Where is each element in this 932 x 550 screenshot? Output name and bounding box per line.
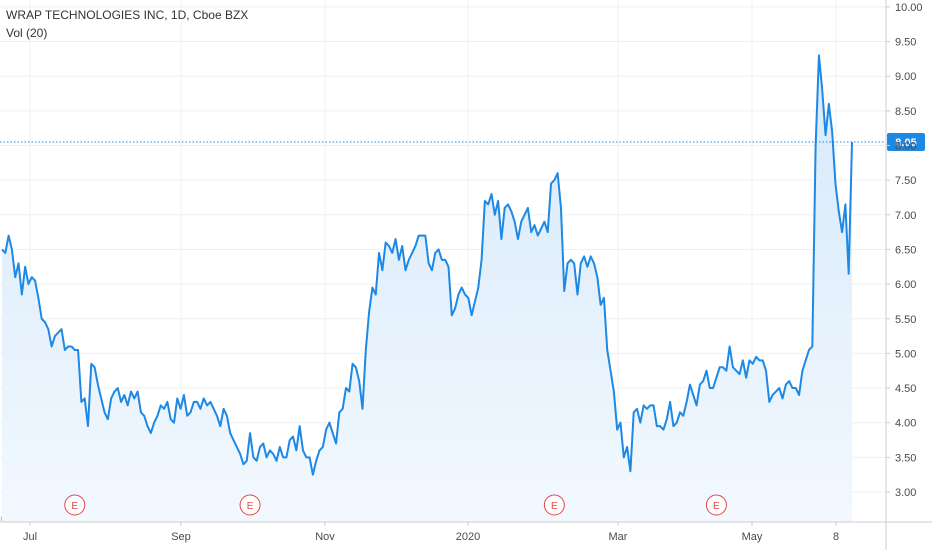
earnings-marker <box>239 494 261 516</box>
price-tick-label: 7.00 <box>895 210 916 222</box>
price-tick-label: 6.00 <box>895 279 916 291</box>
price-tick-label: 3.50 <box>895 452 916 464</box>
last-price-tag <box>887 133 925 152</box>
price-tick-label: 10.00 <box>895 2 923 14</box>
earnings-marker-label: E <box>71 501 78 512</box>
price-tick-label: 9.50 <box>895 37 916 49</box>
time-tick-label: Mar <box>609 531 628 543</box>
price-tick-label: 3.00 <box>895 487 916 499</box>
price-tick-label: 4.50 <box>895 383 916 395</box>
price-tick-label: 4.00 <box>895 418 916 430</box>
price-area <box>2 55 852 522</box>
price-line-group <box>1 54 853 476</box>
time-tick-label: May <box>742 531 763 543</box>
time-tick-label: 2020 <box>456 531 480 543</box>
price-tick-label: 5.50 <box>895 314 916 326</box>
earnings-marker-label: E <box>247 501 254 512</box>
price-area-fill <box>2 55 852 522</box>
price-tick-label: 8.00 <box>895 141 916 153</box>
price-tick-label: 9.00 <box>895 71 916 83</box>
price-tick-label: 5.00 <box>895 348 916 360</box>
earnings-marker <box>543 494 565 516</box>
price-tick-label: 7.50 <box>895 175 916 187</box>
price-line <box>1 54 853 476</box>
time-tick-label: 8 <box>833 531 839 543</box>
price-tick-label: 6.50 <box>895 244 916 256</box>
chart-legend: WRAP TECHNOLOGIES INC, 1D, Cboe BZX Vol … <box>6 6 248 42</box>
earnings-marker-label: E <box>551 501 558 512</box>
time-tick-label: Sep <box>171 531 191 543</box>
earnings-marker <box>705 494 727 516</box>
earnings-marker-label: E <box>713 501 720 512</box>
price-axis[interactable]: 3.00 3.50 4.00 4.50 5.00 5.50 6.00 6.50 7.00 7.50… <box>885 0 923 550</box>
earnings-marker <box>64 494 86 516</box>
time-tick-label: Jul <box>23 531 37 543</box>
time-tick-label: Nov <box>315 531 335 543</box>
price-tick-label: 8.50 <box>895 106 916 118</box>
time-axis[interactable]: Jul Sep Nov 2020 Mar May 8 <box>0 521 932 543</box>
last-price-line-group: 8.05 <box>0 133 925 152</box>
symbol-title[interactable]: WRAP TECHNOLOGIES INC, 1D, Cboe BZX <box>6 8 249 22</box>
last-price-value: 8.05 <box>895 137 916 149</box>
volume-indicator-label[interactable]: Vol (20) <box>6 26 48 40</box>
